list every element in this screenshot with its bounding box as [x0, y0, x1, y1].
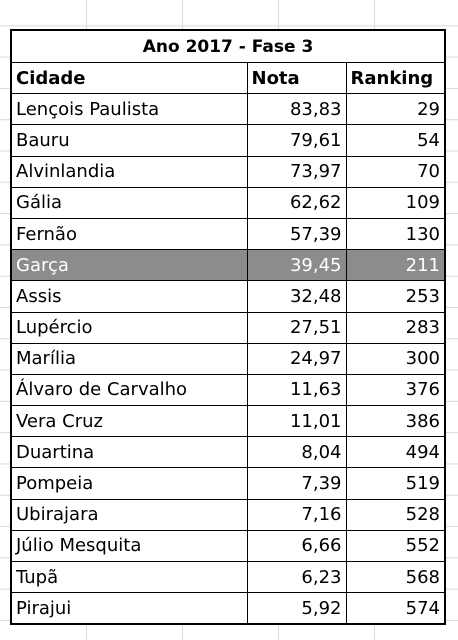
cell-nota[interactable]: 11,63	[246, 373, 347, 407]
cell-nota[interactable]: 7,39	[246, 467, 347, 500]
cell-cidade[interactable]: Alvinlandia	[10, 155, 248, 188]
table-row: Tupã 6,23 568	[10, 560, 446, 594]
table-row: Lençois Paulista 83,83 29	[10, 93, 446, 126]
cell-ranking[interactable]: 211	[345, 249, 446, 282]
cell-ranking[interactable]: 109	[345, 186, 446, 219]
cell-nota[interactable]: 5,92	[246, 592, 347, 625]
cell-ranking[interactable]: 552	[345, 529, 446, 563]
table-row: Álvaro de Carvalho 11,63 376	[10, 373, 446, 407]
cell-nota[interactable]: 79,61	[246, 124, 347, 157]
cell-nota[interactable]: 39,45	[246, 249, 347, 282]
cell-ranking[interactable]: 130	[345, 217, 446, 251]
table-row: Pompeia 7,39 519	[10, 467, 446, 500]
cell-cidade[interactable]: Duartina	[10, 436, 248, 469]
table-row: Garça 39,45 211	[10, 249, 446, 282]
title-row: Ano 2017 - Fase 3	[10, 29, 446, 63]
cell-cidade[interactable]: Tupã	[10, 560, 248, 594]
table-row: Fernão 57,39 130	[10, 217, 446, 251]
cell-cidade[interactable]: Vera Cruz	[10, 405, 248, 438]
cell-ranking[interactable]: 574	[345, 592, 446, 625]
cell-nota[interactable]: 83,83	[246, 93, 347, 126]
cell-nota[interactable]: 32,48	[246, 280, 347, 313]
table-row: Marília 24,97 300	[10, 342, 446, 375]
table-row: Assis 32,48 253	[10, 280, 446, 313]
cell-cidade[interactable]: Lupércio	[10, 311, 248, 344]
cell-cidade[interactable]: Marília	[10, 342, 248, 375]
cell-ranking[interactable]: 70	[345, 155, 446, 188]
cell-ranking[interactable]: 283	[345, 311, 446, 344]
header-row: Cidade Nota Ranking	[10, 61, 446, 95]
cell-cidade[interactable]: Lençois Paulista	[10, 93, 248, 126]
cell-nota[interactable]: 57,39	[246, 217, 347, 251]
table-body: Lençois Paulista 83,83 29 Bauru 79,61 54 Alvin…	[10, 93, 446, 625]
header-ranking[interactable]: Ranking	[345, 61, 446, 95]
cell-cidade[interactable]: Pirajui	[10, 592, 248, 625]
table-row: Bauru 79,61 54	[10, 124, 446, 157]
cell-ranking[interactable]: 494	[345, 436, 446, 469]
cell-ranking[interactable]: 528	[345, 498, 446, 531]
table-row: Júlio Mesquita 6,66 552	[10, 529, 446, 563]
cell-ranking[interactable]: 519	[345, 467, 446, 500]
cell-cidade[interactable]: Álvaro de Carvalho	[10, 373, 248, 407]
cell-ranking[interactable]: 386	[345, 405, 446, 438]
cell-cidade[interactable]: Bauru	[10, 124, 248, 157]
header-cidade[interactable]: Cidade	[10, 61, 248, 95]
ranking-table: Ano 2017 - Fase 3 Cidade Nota Ranking Le…	[10, 29, 446, 626]
table-row: Vera Cruz 11,01 386	[10, 405, 446, 438]
cell-ranking[interactable]: 253	[345, 280, 446, 313]
cell-cidade[interactable]: Assis	[10, 280, 248, 313]
cell-cidade[interactable]: Fernão	[10, 217, 248, 251]
cell-nota[interactable]: 6,23	[246, 560, 347, 594]
table-row: Pirajui 5,92 574	[10, 592, 446, 625]
table-row: Ubirajara 7,16 528	[10, 498, 446, 531]
cell-cidade[interactable]: Júlio Mesquita	[10, 529, 248, 563]
cell-cidade[interactable]: Garça	[10, 249, 248, 282]
table-row: Alvinlandia 73,97 70	[10, 155, 446, 188]
table-title[interactable]: Ano 2017 - Fase 3	[10, 29, 446, 63]
cell-ranking[interactable]: 300	[345, 342, 446, 375]
cell-nota[interactable]: 7,16	[246, 498, 347, 531]
cell-nota[interactable]: 11,01	[246, 405, 347, 438]
cell-nota[interactable]: 6,66	[246, 529, 347, 563]
cell-ranking[interactable]: 376	[345, 373, 446, 407]
cell-nota[interactable]: 24,97	[246, 342, 347, 375]
table-row: Duartina 8,04 494	[10, 436, 446, 469]
cell-nota[interactable]: 73,97	[246, 155, 347, 188]
cell-nota[interactable]: 62,62	[246, 186, 347, 219]
cell-cidade[interactable]: Ubirajara	[10, 498, 248, 531]
cell-cidade[interactable]: Gália	[10, 186, 248, 219]
table-row: Lupércio 27,51 283	[10, 311, 446, 344]
cell-nota[interactable]: 8,04	[246, 436, 347, 469]
cell-ranking[interactable]: 568	[345, 560, 446, 594]
cell-ranking[interactable]: 29	[345, 93, 446, 126]
header-nota[interactable]: Nota	[246, 61, 347, 95]
cell-ranking[interactable]: 54	[345, 124, 446, 157]
table-row: Gália 62,62 109	[10, 186, 446, 219]
cell-cidade[interactable]: Pompeia	[10, 467, 248, 500]
cell-nota[interactable]: 27,51	[246, 311, 347, 344]
